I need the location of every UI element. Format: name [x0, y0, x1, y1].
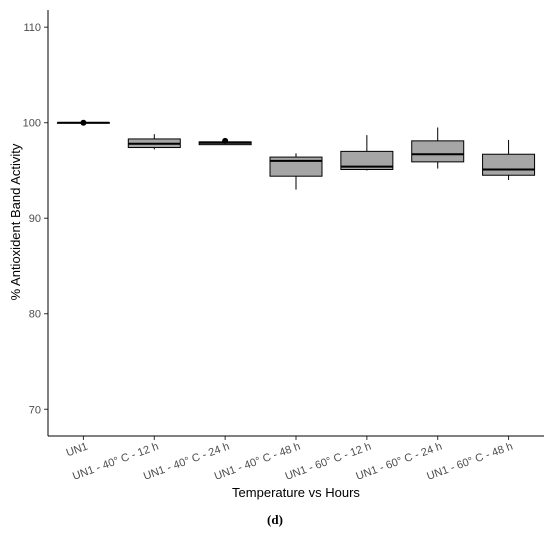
outlier-point	[80, 119, 87, 126]
outlier-point	[222, 137, 229, 144]
box-body	[411, 140, 465, 163]
y-tick-label: 110	[23, 22, 41, 34]
x-axis-title: Temperature vs Hours	[232, 485, 360, 500]
x-tick-label: UN1	[65, 441, 90, 460]
y-axis-ticks: 70 80 90 100 110	[23, 22, 48, 416]
box-3	[198, 137, 252, 146]
y-tick-label: 100	[23, 118, 41, 130]
y-tick-label: 70	[29, 404, 41, 416]
box-body	[482, 153, 536, 176]
box-4	[269, 153, 323, 190]
box-1	[56, 119, 110, 126]
box-7	[482, 139, 536, 181]
y-axis-title: % Antioxident Band Activity	[8, 143, 23, 300]
y-tick-label: 90	[29, 213, 41, 225]
box-2	[127, 134, 181, 150]
box-5	[340, 135, 394, 171]
panel-label: (d)	[267, 512, 283, 527]
y-tick-label: 80	[29, 309, 41, 321]
box-body	[340, 150, 394, 171]
box-6	[411, 127, 465, 169]
box-plot-series	[56, 119, 536, 190]
